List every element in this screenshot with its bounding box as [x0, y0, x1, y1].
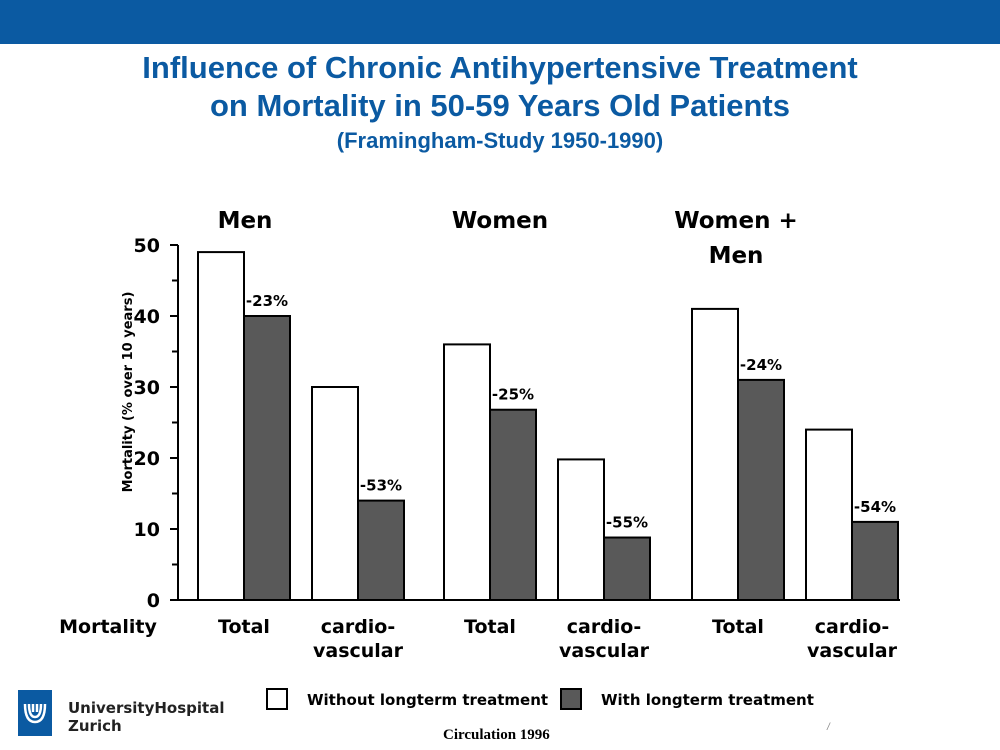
y-tick-label-30: 30: [134, 377, 160, 399]
bar-treated-4: [603, 536, 651, 602]
y-tick-label-10: 10: [134, 519, 160, 541]
bar-treated-5: [737, 378, 785, 601]
y-tick-label-40: 40: [134, 306, 160, 328]
x-tick-label-3: Total: [464, 616, 516, 638]
y-tick-label-50: 50: [134, 235, 160, 257]
group-label-3-line2: Men: [709, 243, 764, 269]
bar-treated-1: [243, 315, 291, 601]
data-label-6: -54%: [854, 498, 896, 516]
slide-subtitle: (Framingham-Study 1950-1990): [336, 128, 664, 153]
legend-swatch-treated: [560, 688, 582, 710]
logo-text-line1: UniversityHospital: [68, 699, 225, 717]
bar-treated-2: [357, 499, 405, 602]
slide-title-line2: on Mortality in 50-59 Years Old Patients: [209, 88, 790, 123]
x-tick-label-4-line1: cardio-: [567, 616, 642, 638]
x-tick-label-1: Total: [218, 616, 270, 638]
data-label-3: -25%: [492, 386, 534, 404]
x-tick-label-2-line1: cardio-: [321, 616, 396, 638]
x-tick-label-2-line2: vascular: [313, 640, 404, 662]
y-tick-label-20: 20: [134, 448, 160, 470]
page-number: /: [827, 722, 830, 733]
x-tick-label-6-line1: cardio-: [815, 616, 890, 638]
logo-text-line2: Zurich: [68, 717, 122, 735]
data-label-5: -24%: [740, 356, 782, 374]
bar-untreated-4: [557, 458, 605, 602]
y-axis-title: Mortality (% over 10 years): [121, 292, 136, 493]
data-label-2: -53%: [360, 477, 402, 495]
mortality-bar-chart: 0 10 20 30 40 50 Mortality (% over 10 years) -2…: [59, 208, 900, 662]
hospital-logo-icon: [18, 690, 52, 736]
group-label-1: Men: [218, 208, 273, 234]
bar-treated-3: [489, 408, 537, 601]
bar-treated-6: [851, 520, 899, 602]
x-tick-label-5: Total: [712, 616, 764, 638]
bar-untreated-3: [443, 343, 491, 601]
x-tick-label-6-line2: vascular: [807, 640, 898, 662]
data-label-1: -23%: [246, 292, 288, 310]
x-tick-label-4-line2: vascular: [559, 640, 650, 662]
bar-untreated-6: [805, 428, 853, 601]
legend-label-treated: With longterm treatment: [601, 691, 814, 709]
group-label-3-line1: Women +: [674, 208, 798, 234]
y-tick-label-0: 0: [147, 590, 160, 612]
legend-swatch-untreated: [266, 688, 288, 710]
source-citation: Circulation 1996: [443, 727, 550, 743]
x-row-label: Mortality: [59, 616, 157, 638]
bar-untreated-5: [691, 307, 739, 601]
group-label-2: Women: [452, 208, 548, 234]
top-banner: [0, 0, 1000, 44]
legend-label-untreated: Without longterm treatment: [307, 691, 549, 709]
bar-untreated-1: [197, 251, 245, 601]
slide-title-line1: Influence of Chronic Antihypertensive Tr…: [142, 50, 858, 85]
data-label-4: -55%: [606, 514, 648, 532]
bar-untreated-2: [311, 386, 359, 601]
